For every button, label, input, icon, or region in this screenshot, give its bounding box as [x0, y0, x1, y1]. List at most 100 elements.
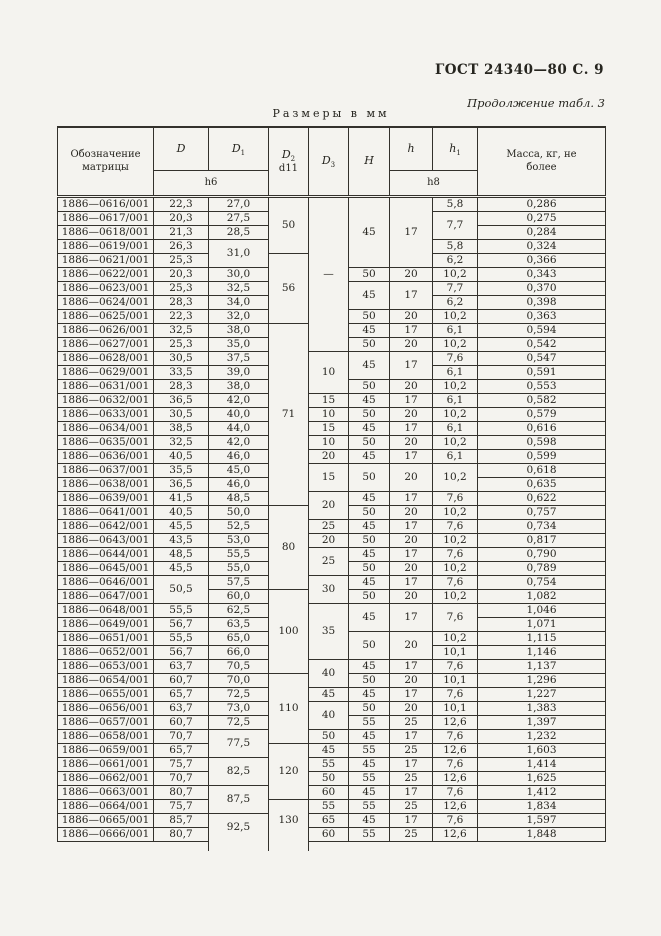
table-cell: 20 [389, 337, 433, 352]
table-row: 1886—0643/001 43,5 53,0 20 50 20 10,2 0,817 [57, 533, 606, 548]
table-cell: 50 [348, 463, 390, 492]
table-cell: 0,635 [477, 477, 606, 492]
table-cell: 6,2 [432, 295, 478, 310]
tolerance-h6: h6 [153, 170, 269, 198]
table-cell: 1886—0651/001 [57, 631, 154, 646]
table-cell: 1886—0652/001 [57, 645, 154, 660]
table-cell: 39,0 [208, 365, 269, 380]
table-cell: 26,3 [153, 239, 209, 254]
table-cell: 37,5 [208, 351, 269, 366]
table-row: 1886—0616/001 22,3 27,0 50—45 17 5,8 0,286 [57, 196, 606, 352]
table-cell: 1886—0626/001 [57, 323, 154, 338]
table-cell: 65,7 [153, 743, 209, 758]
table-cell: 12,6 [432, 743, 478, 758]
table-cell: 0,370 [477, 281, 606, 296]
table-cell: 17 [389, 603, 433, 632]
table-cell: 6,2 [432, 253, 478, 268]
table-cell: 1886—0638/001 [57, 477, 154, 492]
table-cell: 28,3 [153, 295, 209, 310]
table-cell: 1886—0616/001 [57, 196, 154, 212]
table-cell: 10,1 [432, 701, 478, 716]
table-cell: 60 [308, 785, 349, 800]
table-cell: 45 [348, 785, 390, 800]
table-cell: 7,6 [432, 757, 478, 772]
table-cell: 36,5 [153, 393, 209, 408]
col-header-designation: Обозначение матрицы [57, 126, 154, 198]
table-cell: 65,7 [153, 687, 209, 702]
table-cell: 100 [268, 589, 309, 674]
table-cell: 71 [268, 323, 309, 506]
table-cell: 0,591 [477, 365, 606, 380]
col-header-D1: D1 [208, 126, 269, 171]
table-cell: 45 [308, 687, 349, 702]
table-cell: 70,5 [208, 659, 269, 674]
table-cell: 0,790 [477, 547, 606, 562]
table-row: 1886—0656/001 63,7 73,0 40 50 20 10,1 1,383 [57, 701, 606, 730]
table-cell: 6,1 [432, 393, 478, 408]
table-cell: 1886—0655/001 [57, 687, 154, 702]
table-cell: 20 [308, 491, 349, 520]
table-cell: 45 [348, 687, 390, 702]
table-cell: 25 [389, 771, 433, 786]
table-cell: 50,0 [208, 505, 269, 520]
table-cell: 0,789 [477, 561, 606, 576]
table-cell: 7,6 [432, 659, 478, 674]
table-cell: 42,0 [208, 393, 269, 408]
table-cell: 12,6 [432, 827, 478, 842]
col-header-h: h [389, 126, 433, 171]
table-cell: 55 [348, 771, 390, 786]
table-cell: 50 [308, 729, 349, 744]
table-cell: 60,0 [208, 589, 269, 604]
table-cell: 10,2 [432, 589, 478, 604]
table-cell: 20 [389, 631, 433, 660]
table-cell: 1886—0649/001 [57, 617, 154, 632]
table-row: 1886—0661/001 75,7 82,5 55 45 17 7,6 1,414 [57, 757, 606, 786]
table-cell: 45 [348, 491, 390, 506]
table-cell: 46,0 [208, 477, 269, 492]
table-cell: 27,0 [208, 196, 269, 212]
table-cell: 15 [308, 393, 349, 408]
table-cell: 31,0 [208, 239, 269, 268]
table-row: 1886—0639/001 41,5 48,5 20 45 17 7,6 0,622 [57, 491, 606, 520]
table-cell: 1886—0643/001 [57, 533, 154, 548]
tolerance-h8: h8 [389, 170, 478, 198]
table-cell: 33,5 [153, 365, 209, 380]
table-cell: 130 [268, 799, 309, 842]
table-cell: 40,5 [153, 505, 209, 520]
table-cell: 1886—0642/001 [57, 519, 154, 534]
table-header: Обозначение матрицы D D1 D2 d11 D3 H h h… [57, 126, 606, 198]
table-cell: 10,2 [432, 505, 478, 520]
table-cell: 10 [308, 351, 349, 394]
table-cell: 27,5 [208, 211, 269, 226]
table-cell: 20 [389, 533, 433, 548]
table-cell: 0,594 [477, 323, 606, 338]
table-cell: 50 [268, 196, 309, 254]
table-cell: 12,6 [432, 771, 478, 786]
table-cell: 20,3 [153, 267, 209, 282]
table-cell: 1886—0644/001 [57, 547, 154, 562]
table-cell: 7,6 [432, 813, 478, 828]
table-cell: 1886—0617/001 [57, 211, 154, 226]
table-cell: 1,848 [477, 827, 606, 842]
table-row: 1886—0638/001 36,5 46,0 0,635 [57, 477, 606, 492]
table-cell: 45,5 [153, 561, 209, 576]
table-row: 1886—0652/001 56,7 66,0 10,1 1,146 [57, 645, 606, 660]
table-cell: 1886—0637/001 [57, 463, 154, 478]
table-cell: 28,5 [208, 225, 269, 240]
table-cell: 45 [348, 547, 390, 562]
table-cell: 17 [389, 813, 433, 828]
table-cell: 52,5 [208, 519, 269, 534]
table-cell: 48,5 [153, 547, 209, 562]
table-cell: 17 [389, 449, 433, 464]
table-cell: 0,817 [477, 533, 606, 548]
table-cell: 25 [389, 827, 433, 842]
table-cell: 40 [308, 659, 349, 688]
table-cell: 25,3 [153, 253, 209, 268]
table-cell: 50 [348, 337, 390, 352]
table-cell: 50 [348, 561, 390, 576]
table-cell: 62,5 [208, 603, 269, 618]
table-cell: 10,2 [432, 267, 478, 282]
table-cell: 22,3 [153, 309, 209, 324]
table-cell: 17 [389, 659, 433, 674]
table-cell: 7,6 [432, 603, 478, 632]
